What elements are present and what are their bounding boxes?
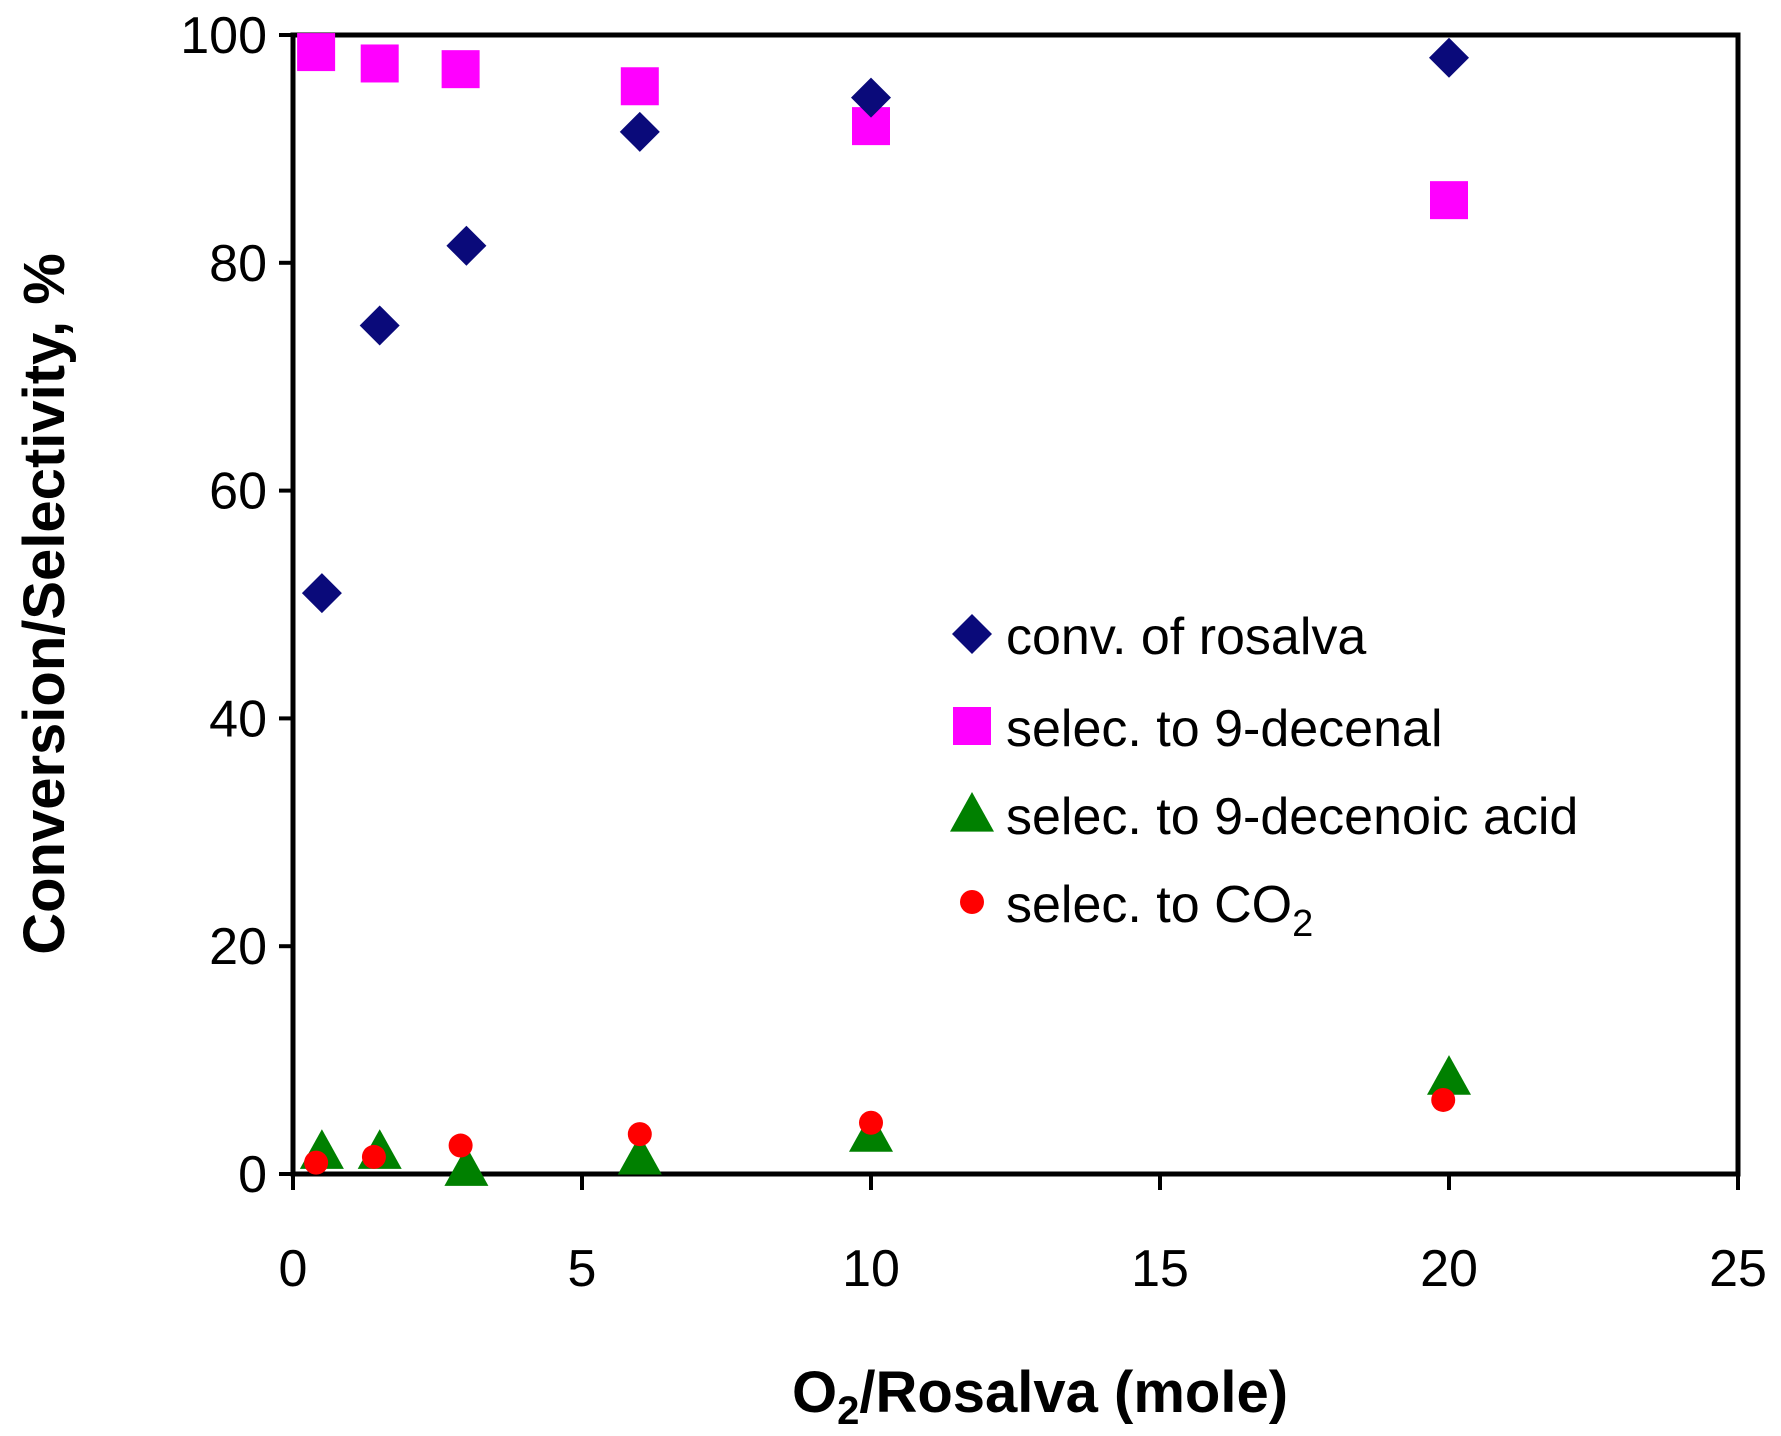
legend-marker-triangle — [950, 792, 994, 832]
point-circle — [859, 1110, 883, 1135]
point-circle — [304, 1150, 329, 1175]
point-triangle — [1427, 1055, 1471, 1095]
x-axis-title: O2/Rosalva (mole) — [792, 1360, 1288, 1433]
point-circle — [361, 1144, 386, 1169]
point-circle — [627, 1122, 652, 1147]
legend-label: conv. of rosalva — [1006, 608, 1366, 666]
y-axis-title: Conversion/Selectivity, % — [12, 253, 77, 955]
point-diamond — [851, 77, 891, 118]
y-tick-label: 20 — [209, 918, 267, 976]
point-triangle — [444, 1146, 489, 1186]
x-axis: 0 5 10 15 20 25 — [279, 1174, 1767, 1298]
x-axis-title-rest: /Rosalva (mole) — [859, 1360, 1288, 1425]
legend-label: selec. to CO2 — [1006, 876, 1313, 945]
legend: conv. of rosalva selec. to 9-decenal selec… — [950, 608, 1578, 945]
point-diamond — [1429, 37, 1469, 78]
legend-label-main: selec. to CO — [1006, 876, 1292, 934]
y-tick-label: 60 — [209, 463, 267, 521]
point-circle — [448, 1133, 473, 1158]
point-diamond — [359, 305, 400, 346]
x-tick-label: 5 — [568, 1240, 597, 1298]
x-tick-label: 10 — [842, 1240, 900, 1298]
point-diamond — [619, 111, 660, 152]
legend-label: selec. to 9-decenoic acid — [1006, 788, 1578, 846]
point-square — [1430, 181, 1468, 220]
x-tick-label: 20 — [1420, 1240, 1478, 1298]
x-tick-label: 0 — [279, 1240, 308, 1298]
y-axis: 0 20 40 60 80 100 — [180, 7, 293, 1204]
point-square — [297, 33, 336, 72]
y-tick-label: 40 — [209, 690, 267, 748]
point-square — [441, 50, 480, 89]
plot-frame — [290, 32, 1741, 1177]
y-tick-label: 80 — [209, 235, 267, 293]
x-tick-label: 15 — [1131, 1240, 1189, 1298]
legend-label: selec. to 9-decenal — [1006, 700, 1443, 758]
x-axis-title-main: O — [792, 1360, 837, 1425]
point-square — [360, 44, 399, 83]
legend-marker-square — [953, 707, 991, 745]
point-diamond — [301, 573, 342, 614]
y-tick-label: 100 — [180, 7, 267, 65]
point-square — [620, 67, 659, 106]
data-markers — [297, 33, 1471, 1186]
point-triangle — [617, 1134, 662, 1175]
x-tick-label: 25 — [1709, 1240, 1767, 1298]
y-tick-label: 0 — [238, 1146, 267, 1204]
legend-label-subscript: 2 — [1292, 903, 1313, 945]
point-circle — [1431, 1087, 1456, 1112]
legend-marker-circle — [960, 890, 984, 914]
x-axis-title-subscript: 2 — [837, 1389, 859, 1433]
legend-marker-diamond — [952, 614, 992, 654]
point-diamond — [446, 225, 487, 266]
